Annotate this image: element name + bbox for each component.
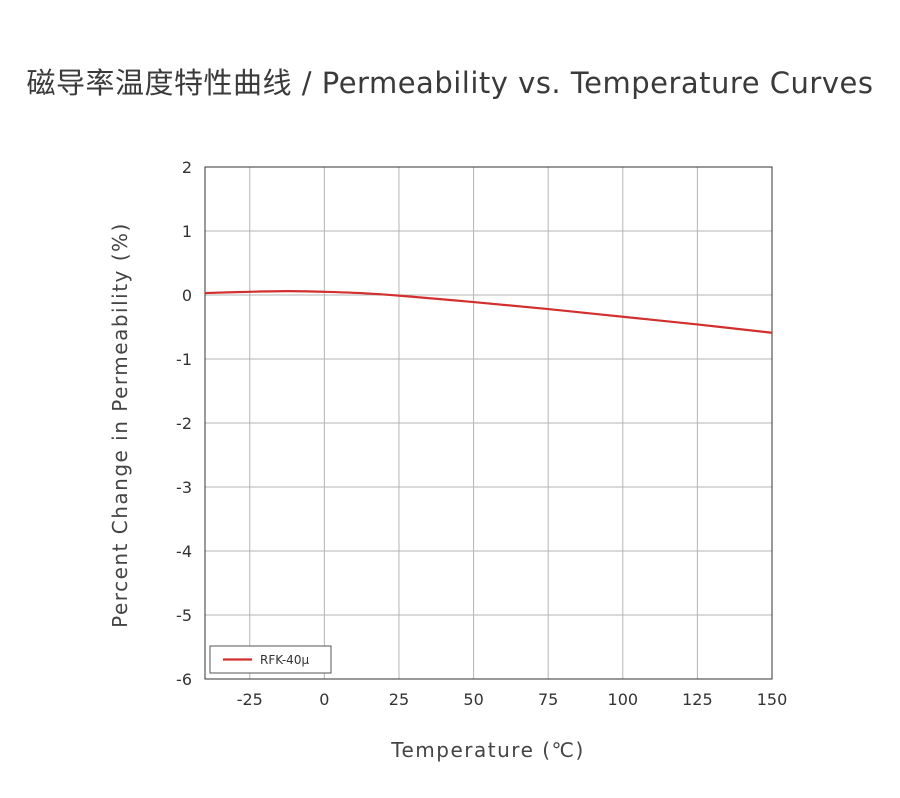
y-axis-ticks: 2 1 0 -1 -2 -3 -4 -5 -6 [176,158,192,689]
y-tick-label: 0 [182,286,192,305]
y-axis-label: Percent Change in Permeability (%) [108,222,132,628]
x-tick-label: 0 [319,690,329,709]
x-axis-ticks: -25 0 25 50 75 100 125 150 [237,690,788,709]
legend: RFK-40μ [209,645,332,674]
y-tick-label: 2 [182,158,192,177]
series-layer [204,290,773,334]
x-tick-label: 150 [757,690,788,709]
x-tick-label: 100 [608,690,639,709]
x-tick-label: 125 [682,690,713,709]
chart-title: 磁导率温度特性曲线 / Permeability vs. Temperature… [26,66,874,100]
y-tick-label: -4 [176,542,192,561]
legend-label: RFK-40μ [260,653,309,667]
x-tick-label: 25 [389,690,409,709]
grid-lines [205,166,773,680]
y-tick-label: -6 [176,670,192,689]
y-tick-label: -5 [176,606,192,625]
x-tick-label: 75 [538,690,558,709]
x-axis-label: Temperature (℃) [390,738,585,762]
y-tick-label: -3 [176,478,192,497]
x-tick-label: 50 [463,690,483,709]
y-tick-label: -2 [176,414,192,433]
y-tick-label: 1 [182,222,192,241]
y-tick-label: -1 [176,350,192,369]
series-line-0 [204,290,773,334]
plot-area-frame [204,166,773,680]
x-tick-label: -25 [237,690,263,709]
